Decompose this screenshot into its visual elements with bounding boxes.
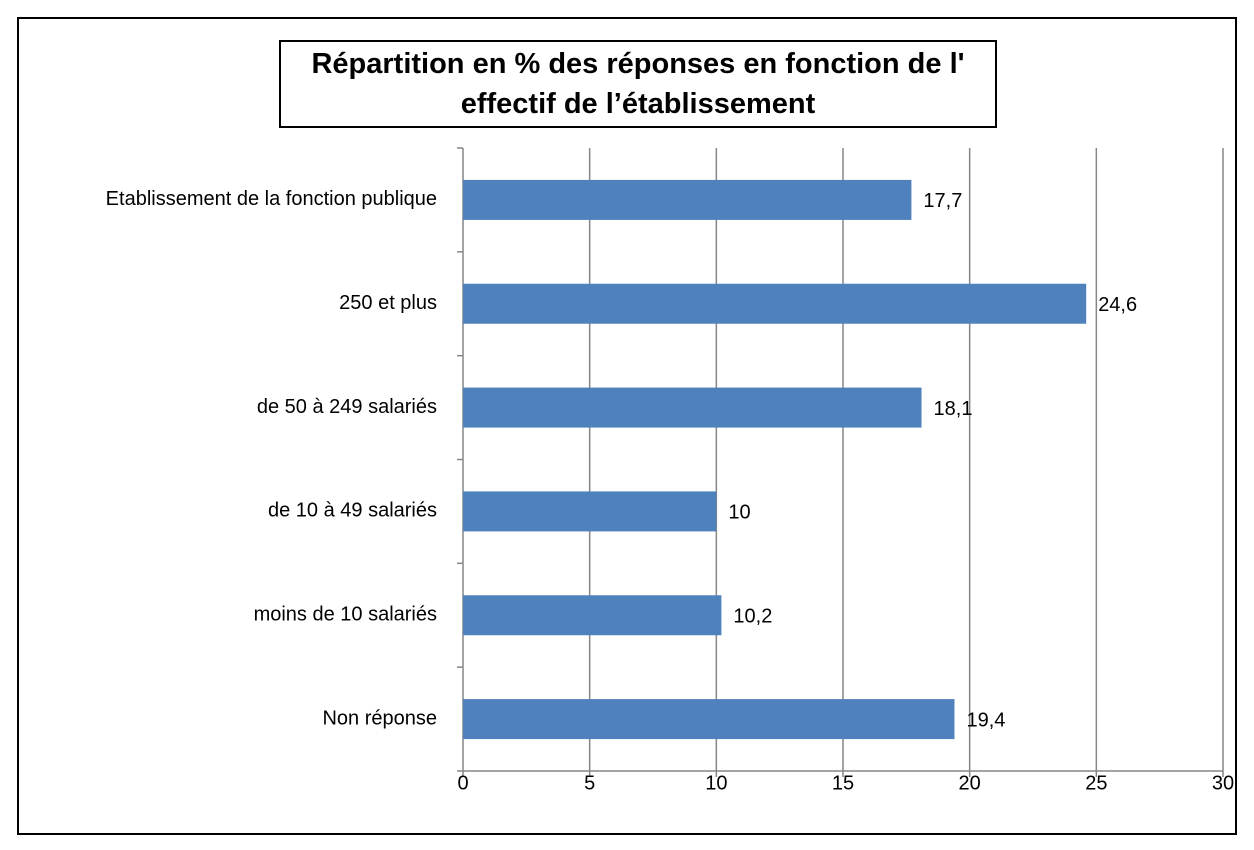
value-label: 10 — [728, 502, 750, 524]
y-tick-label: de 10 à 49 salariés — [268, 500, 437, 522]
y-tick-label: 250 et plus — [339, 292, 437, 314]
x-tick-label: 25 — [1085, 772, 1107, 794]
bar — [463, 387, 922, 428]
bar — [463, 283, 1087, 324]
y-tick-label: moins de 10 salariés — [254, 604, 437, 626]
value-label: 17,7 — [923, 190, 962, 212]
bar — [463, 595, 722, 636]
x-tick-label: 20 — [959, 772, 981, 794]
bar — [463, 491, 717, 532]
x-tick-label: 30 — [1212, 772, 1234, 794]
x-tick-label: 0 — [457, 772, 468, 794]
value-label: 10,2 — [733, 606, 772, 628]
bar — [463, 179, 912, 220]
y-tick-label: Etablissement de la fonction publique — [106, 188, 437, 210]
value-label: 18,1 — [934, 398, 973, 420]
chart-title: Répartition en % des réponses en fonctio… — [279, 40, 997, 128]
value-label: 24,6 — [1098, 294, 1137, 316]
x-tick-label: 5 — [584, 772, 595, 794]
y-tick-label: de 50 à 249 salariés — [257, 396, 437, 418]
bar — [463, 699, 955, 740]
x-tick-label: 10 — [705, 772, 727, 794]
x-tick-label: 15 — [832, 772, 854, 794]
y-tick-label: Non réponse — [322, 707, 437, 729]
value-label: 19,4 — [966, 709, 1005, 731]
